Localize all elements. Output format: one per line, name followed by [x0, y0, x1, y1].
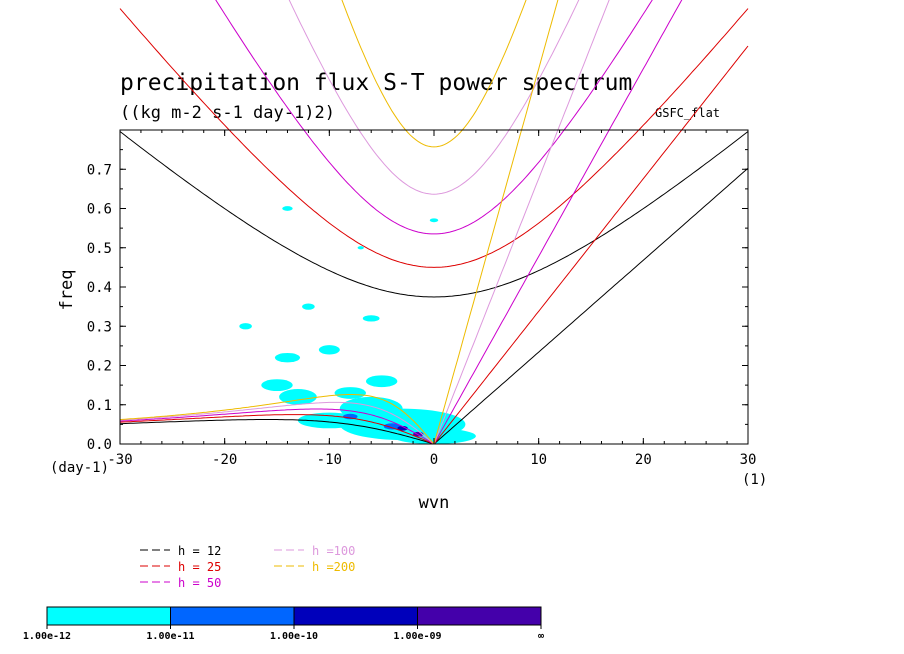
- x-axis-label: wvn: [419, 493, 450, 513]
- contour-patch: [339, 396, 403, 421]
- gravity-curve: [215, 0, 653, 235]
- legend-label: h =100: [312, 544, 355, 558]
- chart-title: precipitation flux S-T power spectrum: [120, 70, 632, 96]
- contour-patch: [397, 425, 408, 431]
- contour-patch: [282, 206, 293, 211]
- curve-group: [119, 0, 749, 445]
- contour-patch: [362, 315, 380, 322]
- y-tick-label: 0.4: [87, 280, 112, 296]
- colorbar-swatch: [170, 606, 295, 626]
- contour-patch: [383, 423, 401, 430]
- gravity-curve: [288, 0, 580, 195]
- legend-label: h = 25: [178, 560, 221, 574]
- kelvin-curve: [433, 167, 749, 445]
- x-tick-label: 20: [635, 452, 652, 468]
- colorbar-swatch: [293, 606, 418, 626]
- x-tick-label: -10: [317, 452, 342, 468]
- contour-patch: [302, 303, 315, 310]
- source-label: GSFC_flat: [655, 106, 720, 120]
- colorbar-swatch: [46, 606, 171, 626]
- y-tick-label: 0.0: [87, 437, 112, 453]
- x-unit-label: (1): [742, 472, 767, 488]
- rossby-curve: [119, 394, 435, 445]
- colorbar-swatch: [417, 606, 542, 626]
- contour-patch: [429, 218, 439, 223]
- contour-patch: [279, 389, 317, 405]
- colorbar-label: 1.00e-10: [270, 631, 318, 642]
- kelvin-curve: [433, 0, 610, 445]
- kelvin-curve: [433, 0, 559, 445]
- rossby-curve: [119, 408, 435, 445]
- gravity-curve: [119, 8, 749, 268]
- colorbar-label: 1.00e-11: [146, 631, 194, 642]
- y-axis-label: freq: [57, 270, 77, 311]
- contour-patch: [365, 375, 398, 388]
- contour-patch: [334, 387, 366, 399]
- chart-subtitle: ((kg m-2 s-1 day-1)2): [120, 103, 335, 123]
- legend-label: h =200: [312, 560, 355, 574]
- y-unit-label: (day-1): [50, 460, 109, 476]
- x-tick-label: 30: [740, 452, 757, 468]
- y-tick-label: 0.7: [87, 162, 112, 178]
- y-tick-label: 0.6: [87, 202, 112, 218]
- kelvin-curve: [433, 45, 749, 445]
- x-axis: -30 -20 -10 0 10 20 30: [107, 130, 756, 468]
- contour-patch: [318, 345, 340, 355]
- legend-label: h = 50: [178, 576, 221, 590]
- rossby-curve: [119, 401, 435, 445]
- plot-frame: [119, 129, 749, 445]
- legend: h = 12 h = 25 h = 50 h =100 h =200: [140, 544, 355, 590]
- x-tick-label: 10: [530, 452, 547, 468]
- gravity-curve: [341, 0, 527, 148]
- contour-fill: [239, 206, 476, 444]
- y-tick-label: 0.3: [87, 319, 112, 335]
- x-tick-label: 0: [430, 452, 438, 468]
- rossby-curve: [119, 414, 435, 445]
- contour-patch: [239, 323, 252, 330]
- x-tick-label: -20: [212, 452, 237, 468]
- colorbar: 1.00e-12 1.00e-11 1.00e-10 1.00e-09 ∞: [23, 606, 544, 642]
- y-axis: 0.0 0.1 0.2 0.3 0.4 0.5 0.6 0.7: [87, 149, 748, 453]
- legend-label: h = 12: [178, 544, 221, 558]
- colorbar-label: 1.00e-09: [393, 631, 441, 642]
- colorbar-label: ∞: [538, 631, 544, 642]
- contour-patch: [357, 246, 364, 250]
- y-tick-label: 0.5: [87, 241, 112, 257]
- contour-patch: [274, 352, 301, 363]
- y-tick-label: 0.1: [87, 398, 112, 414]
- kelvin-curve: [433, 0, 683, 445]
- x-tick-label: -30: [107, 452, 132, 468]
- y-tick-label: 0.2: [87, 359, 112, 375]
- rossby-curve: [119, 419, 435, 445]
- gravity-curve: [119, 131, 749, 298]
- colorbar-label: 1.00e-12: [23, 631, 71, 642]
- contour-patch: [261, 379, 293, 392]
